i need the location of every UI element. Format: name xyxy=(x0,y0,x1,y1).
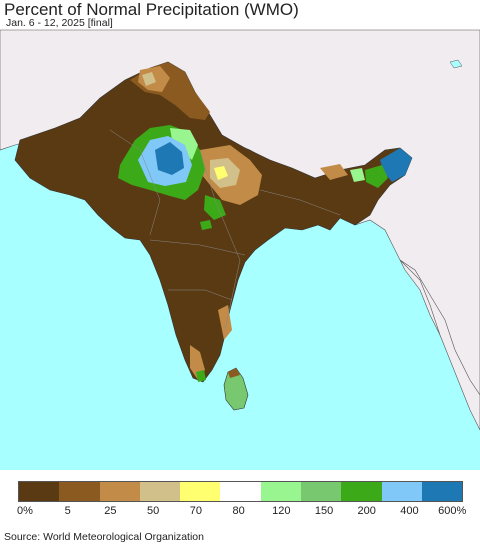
legend-label: 600% xyxy=(438,505,467,517)
legend-label: 0% xyxy=(17,505,33,517)
map-subtitle: Jan. 6 - 12, 2025 [final] xyxy=(6,17,113,29)
legend-swatch xyxy=(260,482,302,501)
region-base xyxy=(14,61,413,383)
legend-label: 150 xyxy=(314,505,334,517)
legend-label: 400 xyxy=(400,505,419,517)
legend-swatch xyxy=(341,482,382,501)
legend-label: 5 xyxy=(64,505,71,517)
sri-lanka xyxy=(223,367,249,411)
legend-label: 120 xyxy=(272,505,291,517)
admin-borders xyxy=(109,129,341,331)
wet-zone-darkblue xyxy=(155,142,184,175)
legend-labels: 0% 5 25 50 70 80 120 150 200 400 600% xyxy=(0,505,480,519)
legend-label: 25 xyxy=(104,505,117,517)
legend-swatch xyxy=(139,482,181,501)
legend-swatch xyxy=(301,482,342,501)
legend-label: 70 xyxy=(189,505,202,517)
legend-swatch xyxy=(99,482,140,501)
legend-swatch xyxy=(421,482,463,501)
legend-label: 50 xyxy=(147,505,160,517)
wet-zone-lightgreen xyxy=(170,128,198,160)
southeast-asia-land xyxy=(399,259,480,431)
legend-swatch xyxy=(19,482,60,501)
legend-swatch xyxy=(180,482,221,501)
legend-label: 80 xyxy=(232,505,245,517)
gangetic-yellow xyxy=(214,166,228,180)
legend-swatch xyxy=(381,482,422,501)
legend-color-bar xyxy=(18,481,464,502)
northeast-blue xyxy=(380,148,412,182)
map-title: Percent of Normal Precipitation (WMO) xyxy=(4,0,299,19)
northwest-tan xyxy=(142,72,156,86)
south-tip-color xyxy=(196,370,206,382)
central-green-spot xyxy=(200,220,212,230)
small-lake xyxy=(449,59,463,69)
source-credit: Source: World Meteorological Organizatio… xyxy=(4,531,204,543)
sri-lanka-north xyxy=(228,368,240,378)
legend-label: 200 xyxy=(357,505,376,517)
legend-swatch xyxy=(220,482,261,501)
legend-swatch xyxy=(59,482,100,501)
northeast-lightgreen xyxy=(350,168,365,182)
nepal-tan xyxy=(320,164,348,180)
northeast-green xyxy=(365,165,388,188)
